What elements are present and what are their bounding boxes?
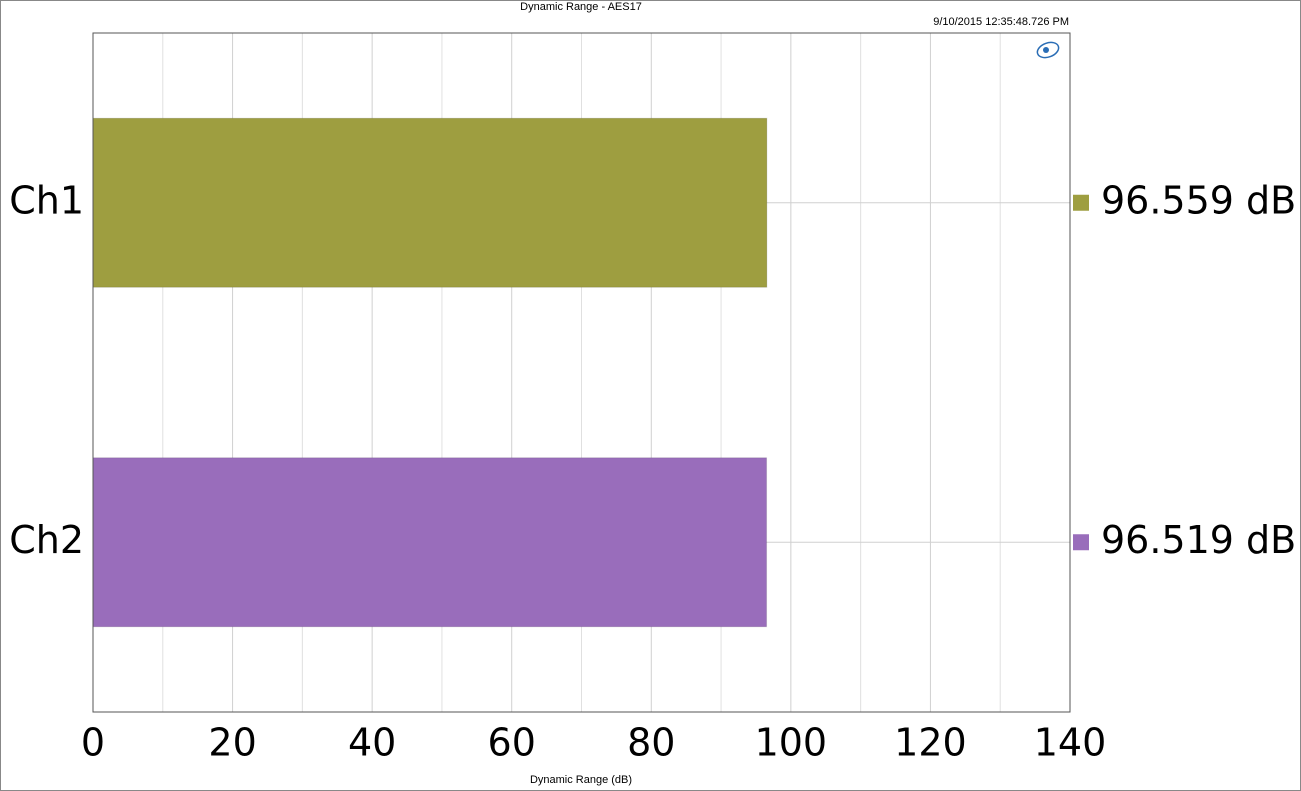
x-tick-label: 60 [488,721,536,765]
plot-border [92,32,1071,713]
x-tick-label: 40 [348,721,396,765]
x-tick-label: 120 [894,721,967,765]
x-tick-label: 100 [755,721,828,765]
x-tick-label: 80 [627,721,675,765]
x-tick-label: 20 [208,721,256,765]
legend-swatch [1073,534,1089,551]
timestamp: 9/10/2015 12:35:48.726 PM [933,16,1069,28]
bar [92,457,768,628]
category-label: Ch1 [9,178,84,222]
x-tick-label: 140 [1034,721,1107,765]
bar [92,117,768,288]
x-axis-label: Dynamic Range (dB) [530,774,632,786]
value-label: 96.519 dB [1101,518,1296,562]
category-label: Ch2 [9,518,84,562]
legend-swatch [1073,194,1089,211]
logo [1036,41,1060,59]
value-label: 96.559 dB [1101,178,1296,222]
x-tick-label: 0 [81,721,105,765]
chart-title: Dynamic Range - AES17 [520,1,642,13]
